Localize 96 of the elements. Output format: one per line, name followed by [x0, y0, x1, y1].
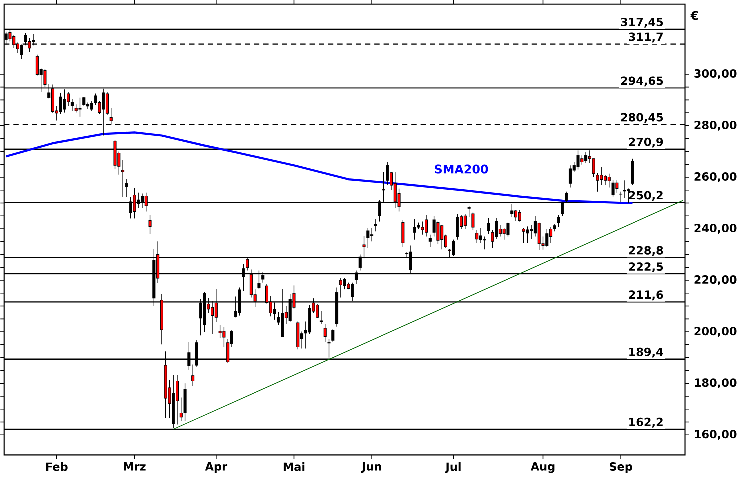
- candlestick: [332, 328, 335, 343]
- candlestick: [122, 160, 125, 198]
- ref-line-label: 270,9: [629, 138, 664, 148]
- ref-line-label: 211,6: [629, 290, 664, 301]
- x-tick-label: Feb: [46, 462, 68, 472]
- candlestick: [324, 324, 327, 343]
- candlestick: [176, 375, 180, 426]
- candlestick: [402, 220, 405, 248]
- candlestick: [620, 192, 623, 202]
- candlestick: [608, 174, 611, 188]
- candlestick: [487, 218, 490, 235]
- candlestick: [600, 166, 604, 186]
- candlestick: [518, 210, 522, 222]
- candlestick: [472, 212, 475, 231]
- candlestick: [218, 324, 222, 339]
- candlestick: [506, 222, 510, 238]
- candlestick: [557, 214, 560, 228]
- candlestick: [222, 327, 226, 348]
- candlestick: [464, 214, 467, 230]
- y-tick-label: 280,00: [694, 121, 737, 132]
- candlestick: [320, 311, 323, 325]
- candlestick: [70, 99, 74, 112]
- candlestick: [386, 162, 390, 186]
- y-tick-label: 200,00: [694, 327, 737, 338]
- x-tick-label: Aug: [530, 462, 555, 474]
- candlestick: [476, 230, 479, 244]
- candlestick: [339, 278, 342, 298]
- x-tick-label: Jul: [445, 462, 461, 474]
- candlestick: [631, 158, 634, 186]
- candlestick: [67, 92, 70, 107]
- candlestick: [584, 152, 588, 164]
- x-tick-label: Apr: [205, 462, 228, 474]
- candlestick: [36, 54, 39, 76]
- y-tick-label: 260,00: [694, 172, 737, 183]
- candlestick: [428, 234, 432, 248]
- candlestick: [456, 214, 460, 240]
- candlestick: [550, 227, 553, 244]
- candlestick: [440, 224, 444, 250]
- series-label: SMA200: [435, 164, 488, 174]
- y-tick-label: 180,00: [695, 378, 737, 389]
- ref-line-label: 250,2: [629, 191, 663, 202]
- candlestick: [432, 216, 436, 238]
- candlestick: [514, 210, 518, 222]
- ref-line-label: 294,65: [621, 76, 664, 87]
- candlestick: [546, 229, 549, 248]
- candlestick: [538, 222, 541, 251]
- candlestick: [498, 224, 502, 238]
- candlestick: [522, 228, 526, 244]
- candlestick: [530, 224, 534, 240]
- y-tick-label: 300,00: [694, 70, 737, 80]
- x-tick-label: Mrz: [124, 462, 146, 471]
- y-tick-label: 160,00: [695, 430, 737, 440]
- candlestick: [82, 96, 86, 107]
- candlestick: [436, 222, 440, 245]
- candlestick: [370, 228, 374, 242]
- candlestick: [479, 228, 482, 244]
- candlestick: [612, 180, 615, 198]
- candlestick: [495, 218, 498, 240]
- candlestick: [59, 92, 62, 115]
- ref-line-label: 280,45: [621, 113, 664, 124]
- candlestick: [468, 206, 471, 218]
- candlestick: [328, 338, 331, 358]
- x-tick-label: Jun: [361, 462, 382, 474]
- x-tick-label: Sep: [610, 462, 632, 474]
- y-tick-label: 240,00: [694, 224, 737, 234]
- candlestick: [421, 222, 424, 236]
- candlestick: [425, 214, 428, 238]
- ref-line-label: 311,7: [629, 32, 663, 43]
- candlestick: [106, 92, 109, 116]
- y-axis-title: €: [690, 11, 698, 20]
- candlestick: [78, 98, 82, 118]
- candlestick: [627, 188, 630, 204]
- candlestick: [374, 219, 378, 232]
- candlestick: [184, 383, 187, 422]
- candlestick: [604, 175, 608, 186]
- ref-line-label: 189,4: [630, 348, 664, 358]
- candlestick: [148, 215, 152, 235]
- candlestick: [125, 178, 128, 198]
- candlestick: [413, 219, 416, 240]
- candlestick: [616, 180, 619, 194]
- candlestick: [366, 228, 370, 249]
- ref-line-label: 228,8: [629, 246, 664, 256]
- ref-line-label: 222,5: [629, 262, 664, 273]
- candlestick: [580, 155, 584, 166]
- candlestick: [526, 226, 530, 244]
- y-tick-label: 220,00: [694, 276, 737, 286]
- candlestick: [568, 165, 572, 188]
- ref-line-label: 317,45: [621, 18, 664, 28]
- candlestick: [483, 236, 486, 250]
- candlestick: [308, 305, 312, 335]
- candlestick: [592, 158, 596, 178]
- ref-line-label: 162,2: [630, 418, 663, 428]
- candlestick: [596, 172, 600, 192]
- candlestick: [623, 180, 626, 199]
- candlestick: [90, 101, 94, 112]
- x-tick-label: Mai: [284, 462, 305, 472]
